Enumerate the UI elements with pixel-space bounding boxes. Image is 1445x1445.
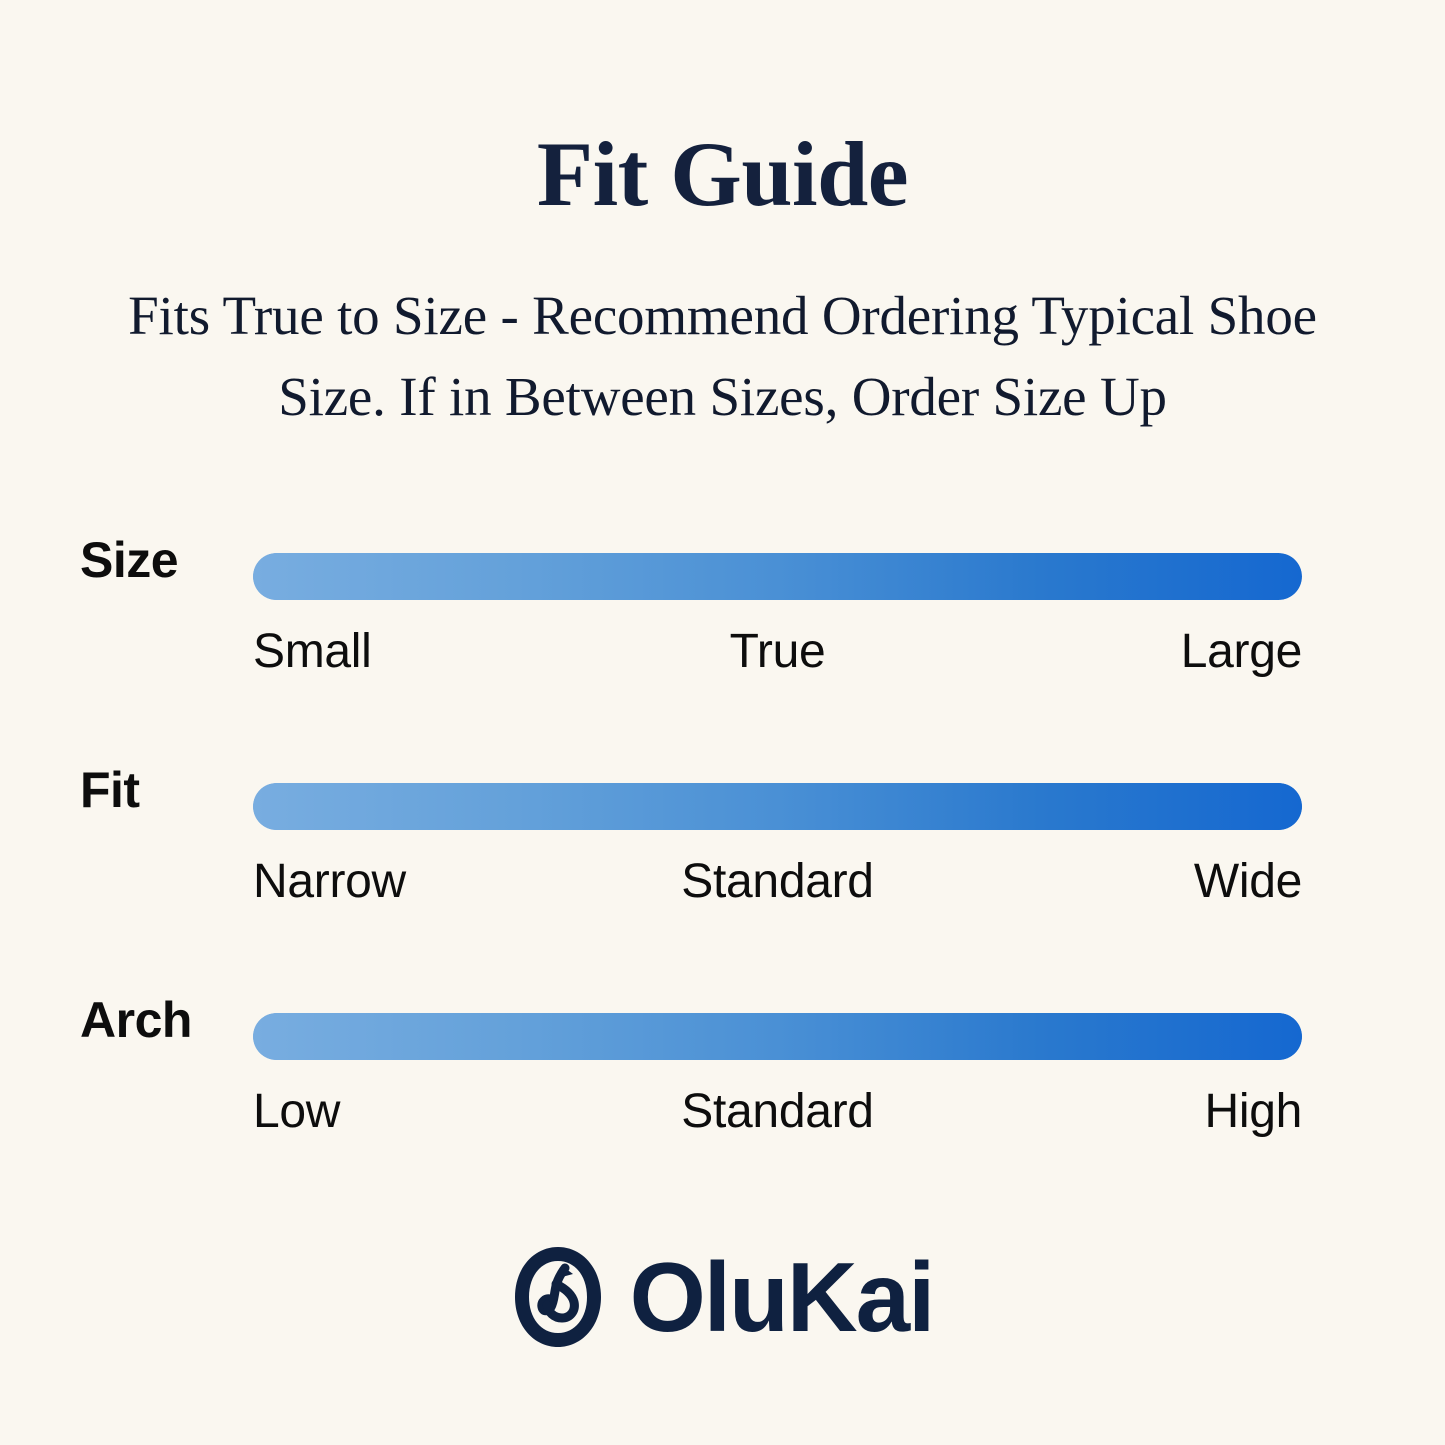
meter-track-size xyxy=(253,553,1302,600)
fish-hook-icon xyxy=(514,1247,601,1347)
meter-fill-gradient-size xyxy=(253,553,1302,600)
page-title: Fit Guide xyxy=(536,123,909,225)
meter-track-arch xyxy=(253,1013,1302,1060)
meter-track-wrap-fit: Narrow Standard Wide xyxy=(253,783,1302,912)
meter-fill-gradient-fit xyxy=(253,783,1302,830)
meter-scale-right-arch: High xyxy=(1204,1085,1302,1138)
meter-scale-arch: Low Standard High xyxy=(253,1082,1302,1142)
meter-label-fit: Fit xyxy=(80,762,140,818)
meter-track-wrap-size: Small True Large xyxy=(253,553,1302,682)
fit-meters: Size Small True Large Fit xyxy=(0,520,1445,1210)
meter-scale-left-fit: Narrow xyxy=(253,855,406,908)
meter-scale-middle-fit: Standard xyxy=(681,855,874,908)
meter-scale-right-fit: Wide xyxy=(1193,855,1302,908)
meter-scale-fit: Narrow Standard Wide xyxy=(253,852,1302,912)
meter-scale-left-arch: Low xyxy=(253,1085,341,1138)
meter-label-size: Size xyxy=(80,532,179,588)
meter-fill-size xyxy=(253,553,1302,600)
meter-scale-middle-size: True xyxy=(729,625,826,678)
meter-label-arch: Arch xyxy=(80,992,192,1048)
fit-meter-size: Size Small True Large xyxy=(0,520,1445,750)
meter-fill-gradient-arch xyxy=(253,1013,1302,1060)
meter-track-wrap-arch: Low Standard High xyxy=(253,1013,1302,1142)
brand-logo: OluKai xyxy=(0,1244,1445,1350)
brand-name: OluKai xyxy=(629,1242,936,1352)
meter-scale-middle-arch: Standard xyxy=(681,1085,874,1138)
meter-scale-left-size: Small xyxy=(253,625,372,678)
meter-scale-right-size: Large xyxy=(1180,625,1303,678)
meter-fill-arch xyxy=(253,1013,1302,1060)
meter-fill-fit xyxy=(253,783,1302,830)
header: Fit Guide Fits True to Size - Recommend … xyxy=(0,0,1445,438)
fit-meter-arch: Arch Low Standard High xyxy=(0,980,1445,1210)
meter-scale-size: Small True Large xyxy=(253,622,1302,682)
fit-meter-fit: Fit Narrow Standard Wide xyxy=(0,750,1445,980)
meter-track-fit xyxy=(253,783,1302,830)
fit-recommendation-text: Fits True to Size - Recommend Ordering T… xyxy=(128,285,1317,427)
